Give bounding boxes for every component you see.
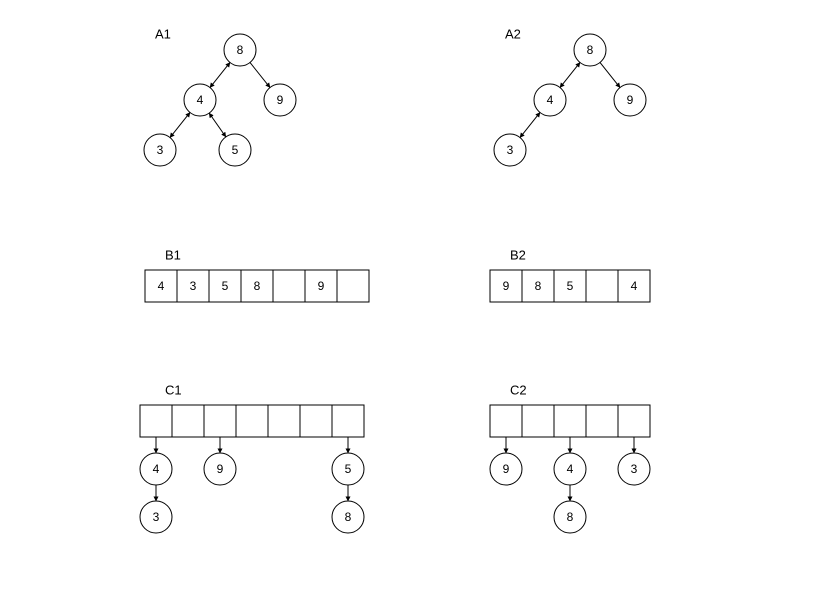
diagram-canvas: A1 8 4 9 3 5 A2 8 4 9 3 B1 4 3 5 8 9 B2 9 8 5 4 C1 4 3 9 5 8 C2 9 4 8 3 <box>0 0 813 600</box>
C1-bucket-4 <box>268 405 300 437</box>
C2-chain-2-node-1-label: 8 <box>567 510 574 524</box>
A1-title: A1 <box>155 27 171 42</box>
C2-bucket-2 <box>554 405 586 437</box>
B1-cell-0-value: 4 <box>158 279 165 293</box>
A2-node-4-label: 4 <box>547 93 554 107</box>
C1-chain-2-node-0-label: 9 <box>217 462 224 476</box>
C2-title: C2 <box>510 383 527 398</box>
C1-bucket-6 <box>332 405 364 437</box>
C2-chain-2-node-0-label: 4 <box>567 462 574 476</box>
C2-bucket-3 <box>586 405 618 437</box>
B2-cell-4-value: 4 <box>631 279 638 293</box>
A1-node-3-label: 3 <box>157 143 164 157</box>
C2-bucket-1 <box>522 405 554 437</box>
C2-chain-0-node-0-label: 9 <box>503 462 510 476</box>
C1-chain-6-node-1-label: 8 <box>345 510 352 524</box>
C2-bucket-4 <box>618 405 650 437</box>
A1-edge-2 <box>170 112 190 137</box>
A1-edge-0 <box>210 62 230 87</box>
A1-node-4-label: 4 <box>197 93 204 107</box>
B2-cell-1-value: 8 <box>535 279 542 293</box>
C1-chain-6-node-0-label: 5 <box>345 462 352 476</box>
A2-edge-0 <box>560 62 580 87</box>
A2-node-9-label: 9 <box>627 93 634 107</box>
B1-cell-5-value: 9 <box>318 279 325 293</box>
A2-edge-2 <box>520 112 540 137</box>
B2-cell-3 <box>586 270 618 302</box>
B1-cell-2-value: 5 <box>222 279 229 293</box>
C1-bucket-2 <box>204 405 236 437</box>
C1-chain-0-node-1-label: 3 <box>153 510 160 524</box>
B2-title: B2 <box>510 248 526 263</box>
C2-bucket-0 <box>490 405 522 437</box>
A1-edge-1 <box>250 62 270 87</box>
A2-title: A2 <box>505 27 521 42</box>
B2-cell-2-value: 5 <box>567 279 574 293</box>
C1-chain-0-node-0-label: 4 <box>153 462 160 476</box>
B1-cell-1-value: 3 <box>190 279 197 293</box>
B1-cell-3-value: 8 <box>254 279 261 293</box>
C2-chain-4-node-0-label: 3 <box>631 462 638 476</box>
B1-title: B1 <box>165 248 181 263</box>
A1-node-9-label: 9 <box>277 93 284 107</box>
C1-bucket-5 <box>300 405 332 437</box>
C1-bucket-1 <box>172 405 204 437</box>
C1-title: C1 <box>165 383 182 398</box>
A2-node-3-label: 3 <box>507 143 514 157</box>
A1-edge-3 <box>209 113 226 137</box>
B1-cell-6 <box>337 270 369 302</box>
B2-cell-0-value: 9 <box>503 279 510 293</box>
A2-edge-1 <box>600 62 620 87</box>
A2-node-8-label: 8 <box>587 43 594 57</box>
C1-bucket-3 <box>236 405 268 437</box>
A1-node-8-label: 8 <box>237 43 244 57</box>
A1-node-5-label: 5 <box>232 143 239 157</box>
C1-bucket-0 <box>140 405 172 437</box>
B1-cell-4 <box>273 270 305 302</box>
